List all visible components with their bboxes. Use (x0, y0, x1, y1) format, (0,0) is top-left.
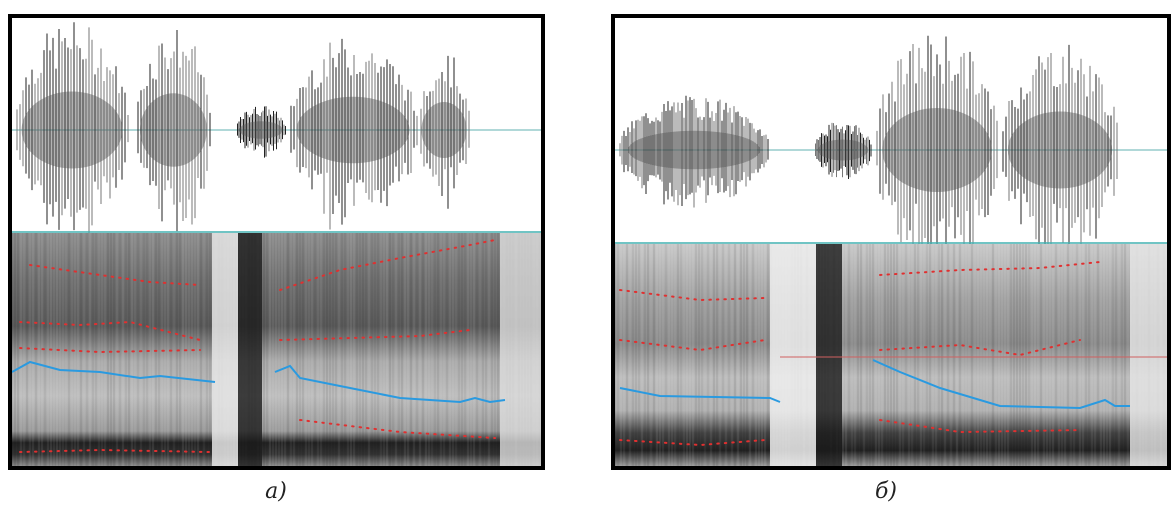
wave-body (1008, 112, 1112, 189)
wave-body (628, 131, 760, 170)
burst-region (238, 233, 262, 466)
wave-body (22, 92, 123, 169)
panel-b: б) (613, 16, 1169, 504)
pause-region (770, 244, 816, 466)
wave-body (421, 102, 466, 158)
silence-region (1130, 244, 1167, 466)
panel-a: а) (10, 16, 543, 504)
burst-region (816, 244, 842, 466)
wave-body (239, 121, 282, 139)
panel-label: а) (265, 479, 287, 504)
wave-body (140, 93, 207, 167)
wave-body (882, 108, 992, 192)
wave-body (818, 140, 868, 161)
silence-region (500, 233, 542, 466)
wave-body (296, 97, 409, 164)
pause-region (212, 233, 238, 466)
figure: а) б) (0, 0, 1171, 505)
panel-label: б) (875, 479, 897, 504)
